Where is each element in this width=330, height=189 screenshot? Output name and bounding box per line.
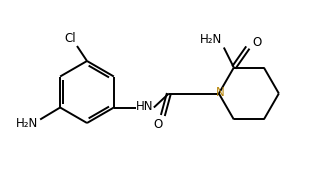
Text: HN: HN xyxy=(136,100,153,113)
Text: O: O xyxy=(252,36,261,49)
Text: H₂N: H₂N xyxy=(16,117,38,130)
Text: N: N xyxy=(215,86,224,99)
Text: Cl: Cl xyxy=(64,32,76,44)
Text: O: O xyxy=(153,118,162,131)
Text: H₂N: H₂N xyxy=(200,33,222,46)
